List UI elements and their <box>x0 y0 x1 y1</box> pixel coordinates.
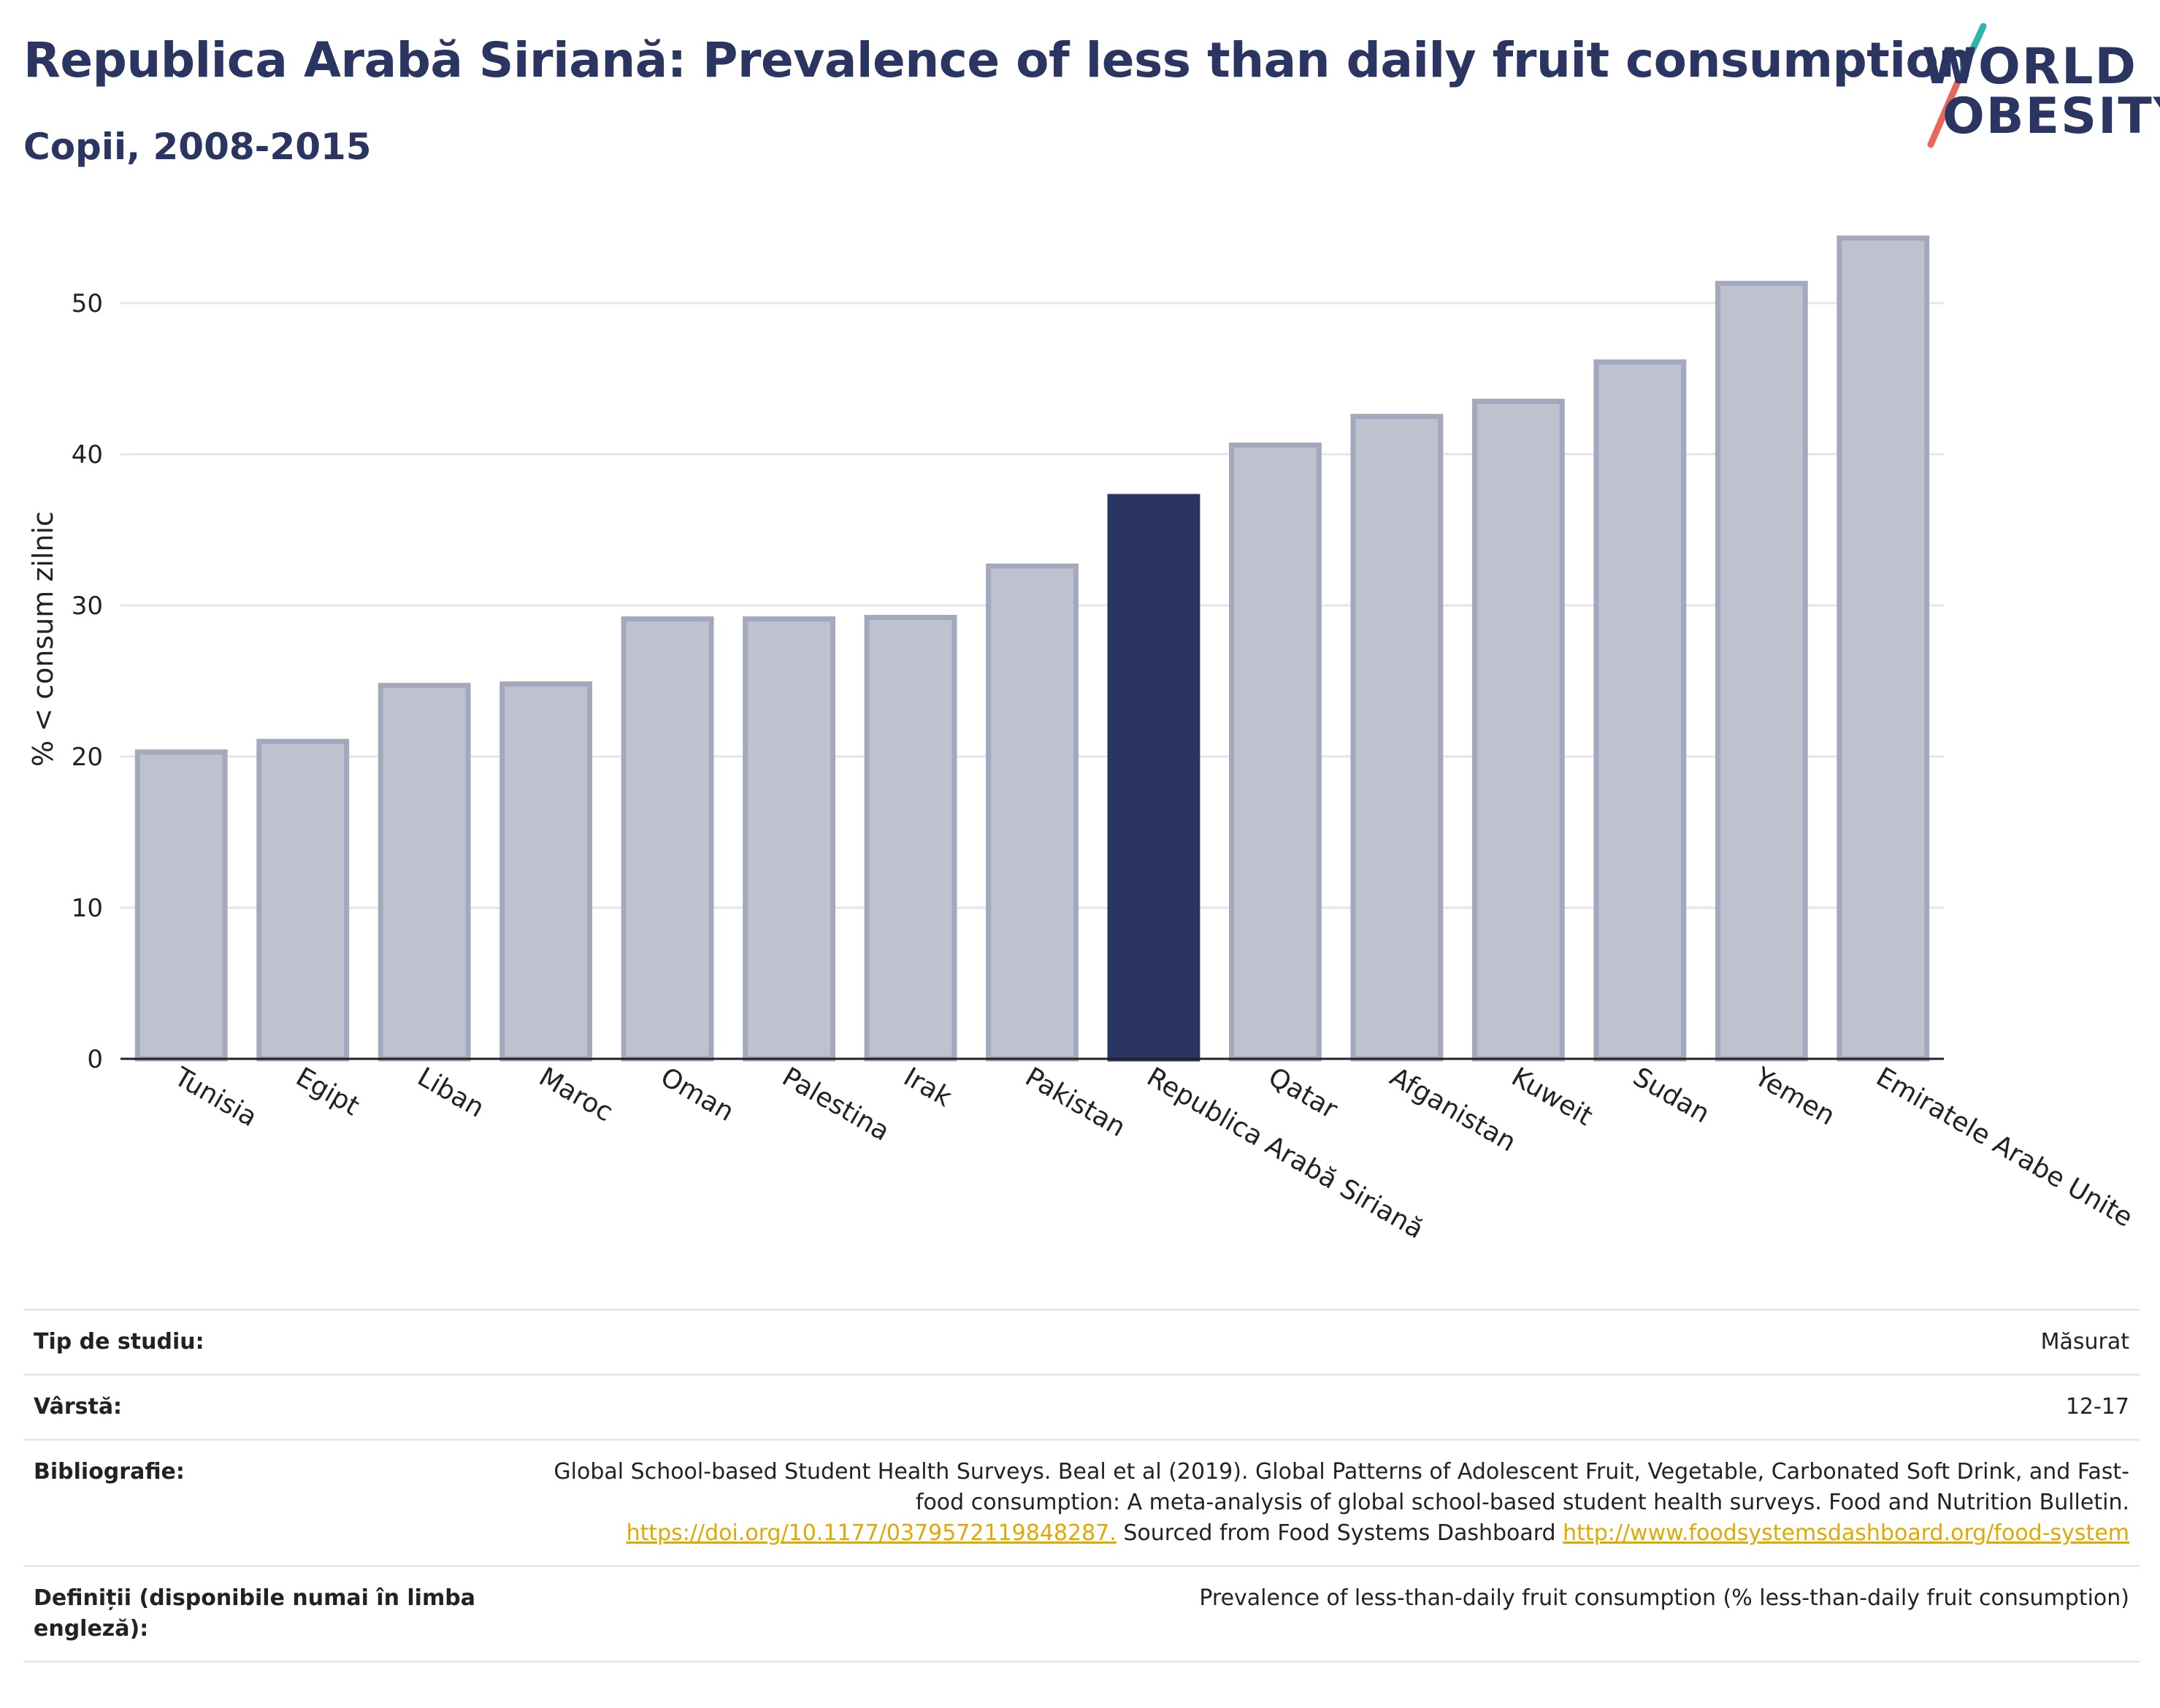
x-tick-label: Qatar <box>1263 1062 1342 1125</box>
bar-chart: 0 10 20 30 40 50 % < consum zilnic Tunisia Egipt… <box>27 235 2137 1245</box>
doi-link[interactable]: https://doi.org/10.1177/0379572119848287… <box>626 1520 1117 1546</box>
bar <box>499 681 593 1062</box>
logo-slash-icon <box>1927 23 1987 148</box>
chart-subtitle: Copii, 2008-2015 <box>23 126 372 168</box>
bar <box>256 738 350 1062</box>
bar <box>378 683 471 1062</box>
y-tick-label: 20 <box>72 743 103 772</box>
x-tick-label: Yemen <box>1749 1062 1840 1132</box>
food-systems-link[interactable]: http://www.foodsystemsdashboard.org/food… <box>1563 1520 2129 1546</box>
definitions-value: Prevalence of less-than-daily fruit cons… <box>1199 1585 2129 1611</box>
y-tick-label: 40 <box>72 440 103 470</box>
bar <box>1593 359 1687 1062</box>
age-label: Vârstă: <box>34 1394 123 1420</box>
y-tick-label: 0 <box>87 1045 103 1074</box>
x-tick-label: Sudan <box>1628 1062 1715 1129</box>
x-tick-label: Maroc <box>534 1062 618 1127</box>
age-value: 12-17 <box>2065 1394 2129 1420</box>
logo-text-obesity: OBESITY <box>1942 88 2160 145</box>
info-row-study-type: Tip de studiu: Măsurat <box>23 1309 2140 1374</box>
bar <box>134 749 228 1062</box>
bibliography-source-text: Sourced from Food Systems Dashboard <box>1123 1520 1556 1546</box>
bar <box>986 563 1079 1062</box>
chart-title: Republica Arabă Siriană: Prevalence of l… <box>23 32 1972 88</box>
bibliography-value: Global School-based Student Health Surve… <box>516 1457 2129 1549</box>
bar <box>1715 280 1808 1062</box>
info-table: Tip de studiu: Măsurat Vârstă: 12-17 Bib… <box>23 1309 2140 1663</box>
info-row-age: Vârstă: 12-17 <box>23 1374 2140 1439</box>
y-tick-label: 50 <box>72 289 103 318</box>
definitions-label: Definiții (disponibile numai în limba en… <box>34 1585 475 1642</box>
bar <box>1837 235 1930 1062</box>
x-tick-label: Irak <box>899 1062 957 1113</box>
y-tick-label: 30 <box>72 591 103 621</box>
info-row-bibliography: Bibliografie: Global School-based Studen… <box>23 1439 2140 1565</box>
bar <box>621 616 714 1062</box>
bar <box>1107 494 1200 1062</box>
x-tick-label: Tunisia <box>169 1062 262 1133</box>
bar <box>1229 443 1322 1062</box>
info-row-definitions: Definiții (disponibile numai în limba en… <box>23 1565 2140 1663</box>
study-type-value: Măsurat <box>2040 1329 2129 1355</box>
bibliography-label: Bibliografie: <box>34 1459 185 1485</box>
bar <box>1350 413 1444 1062</box>
bar <box>864 615 957 1062</box>
logo-text-world: WORLD <box>1922 38 2137 96</box>
x-tick-label: Pakistan <box>1020 1062 1130 1143</box>
x-tick-label: Emiratele Arabe Unite <box>1871 1062 2137 1233</box>
bibliography-text: Global School-based Student Health Surve… <box>554 1459 2129 1515</box>
x-tick-label: Afganistan <box>1385 1062 1520 1157</box>
x-tick-label: Egipt <box>291 1062 364 1122</box>
y-axis-title: % < consum zilnic <box>27 511 59 767</box>
bar <box>743 616 835 1062</box>
x-tick-label: Oman <box>656 1062 739 1127</box>
x-tick-label: Liban <box>413 1062 489 1123</box>
x-tick-label: Palestina <box>777 1062 895 1147</box>
world-obesity-logo: WORLD OBESITY <box>1913 22 2160 153</box>
y-tick-label: 10 <box>72 894 103 923</box>
bar <box>1471 399 1565 1062</box>
x-tick-label: Kuweit <box>1506 1062 1598 1132</box>
study-type-label: Tip de studiu: <box>34 1329 204 1355</box>
